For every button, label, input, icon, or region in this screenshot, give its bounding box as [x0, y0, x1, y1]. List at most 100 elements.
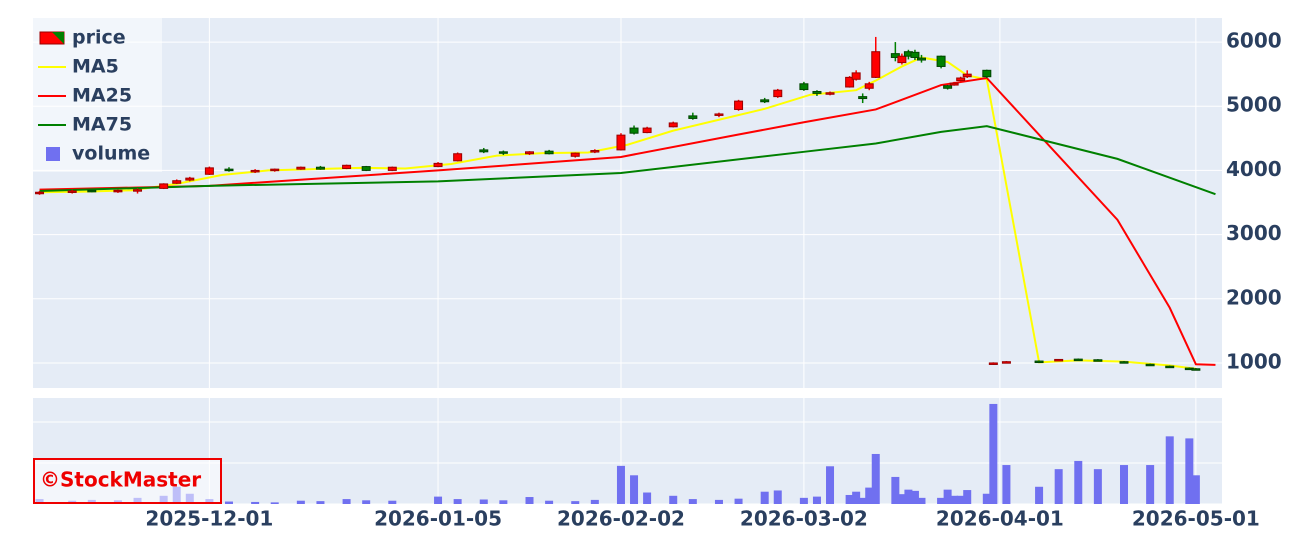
candle-body [1001, 361, 1011, 364]
volume-bar [950, 495, 959, 504]
volume-bar [434, 496, 443, 504]
candle-body [688, 115, 698, 119]
volume-plot-bg [33, 398, 1222, 504]
volume-bar [982, 493, 991, 504]
candle-body [871, 51, 881, 78]
x-tick-label: 2026-04-01 [936, 507, 1064, 531]
volume-bar [891, 476, 900, 504]
x-tick-label: 2026-01-05 [374, 507, 502, 531]
volume-bar [910, 490, 919, 504]
volume-bar [499, 500, 508, 504]
candle-body [498, 151, 508, 154]
candle-body [825, 92, 835, 95]
volume-bar [479, 499, 488, 504]
legend: price MA5 MA25 MA75 volume [33, 18, 162, 172]
price-plot-bg [33, 18, 1222, 388]
candle-body [864, 83, 874, 89]
legend-icon [46, 147, 60, 161]
candle-body [936, 55, 946, 67]
volume-bar [852, 491, 861, 504]
candle-body [342, 164, 352, 170]
candle-body [799, 83, 809, 91]
candle-body [943, 85, 953, 89]
volume-bar [714, 499, 723, 504]
volume-bar [956, 495, 965, 504]
candle-body [525, 151, 535, 155]
y-tick-label: 5000 [1226, 93, 1282, 117]
candle-body [982, 69, 992, 78]
volume-bar [989, 403, 998, 504]
volume-bar [734, 498, 743, 504]
x-tick-label: 2026-02-02 [557, 507, 685, 531]
candle-body [962, 73, 972, 78]
candle-body [361, 166, 371, 171]
candle-body [159, 183, 169, 189]
candle-body [956, 77, 966, 82]
candle-body [1165, 365, 1175, 369]
volume-bar [812, 496, 821, 504]
volume-bar [845, 494, 854, 504]
volume-bar [917, 497, 926, 504]
volume-bar [1185, 438, 1194, 504]
volume-bar [1191, 475, 1200, 504]
candle-body [1093, 359, 1103, 362]
candle-body [224, 168, 234, 172]
volume-bar [904, 489, 913, 504]
candle-body [453, 153, 463, 162]
candle-body [35, 191, 45, 195]
candle-body [544, 150, 554, 155]
candle-body [133, 189, 143, 192]
candle-body [185, 177, 195, 181]
legend-label: MA5 [72, 56, 119, 78]
candle-body [668, 122, 678, 128]
volume-bar [1074, 460, 1083, 504]
volume-bar [1165, 436, 1174, 504]
watermark-box [33, 458, 222, 504]
candle-body [433, 162, 443, 168]
candle-body [616, 134, 626, 151]
x-tick-label: 2025-12-01 [145, 507, 273, 531]
x-tick-label: 2026-05-01 [1132, 507, 1260, 531]
candle-body [590, 150, 600, 153]
candle-body [858, 96, 868, 100]
volume-bar [270, 502, 279, 504]
legend-label: MA75 [72, 114, 132, 136]
candle-body [204, 167, 214, 175]
candle-body [916, 57, 926, 61]
candle-body [642, 127, 652, 134]
volume-bar [545, 500, 554, 504]
candle-body [851, 72, 861, 80]
candle-body [67, 190, 77, 193]
y-tick-label: 3000 [1226, 221, 1282, 245]
candle-body [845, 76, 855, 88]
volume-bar [453, 499, 462, 504]
candle-body [1119, 361, 1129, 364]
volume-bar [1054, 469, 1063, 504]
volume-bar [1035, 486, 1044, 504]
candle-body [1034, 360, 1044, 364]
volume-bar [224, 501, 233, 504]
volume-bar [525, 497, 534, 504]
volume-bar [388, 500, 397, 504]
volume-bar [943, 489, 952, 504]
volume-bar [296, 500, 305, 504]
candle-body [172, 180, 182, 184]
candle-body [113, 189, 123, 193]
candle-body [1054, 358, 1064, 362]
volume-bar [871, 453, 880, 504]
candle-body [890, 53, 900, 58]
volume-bar [616, 465, 625, 504]
volume-bar [1120, 465, 1129, 504]
volume-bar [362, 500, 371, 504]
volume-bar [760, 491, 769, 504]
candle-body [629, 127, 639, 134]
candle-body [734, 100, 744, 110]
candle-body [1073, 358, 1083, 362]
volume-bar [643, 492, 652, 504]
y-tick-label: 2000 [1226, 285, 1282, 309]
candle-body [296, 166, 306, 170]
volume-bar [963, 490, 972, 504]
volume-bar [1093, 469, 1102, 504]
volume-bar [342, 499, 351, 504]
